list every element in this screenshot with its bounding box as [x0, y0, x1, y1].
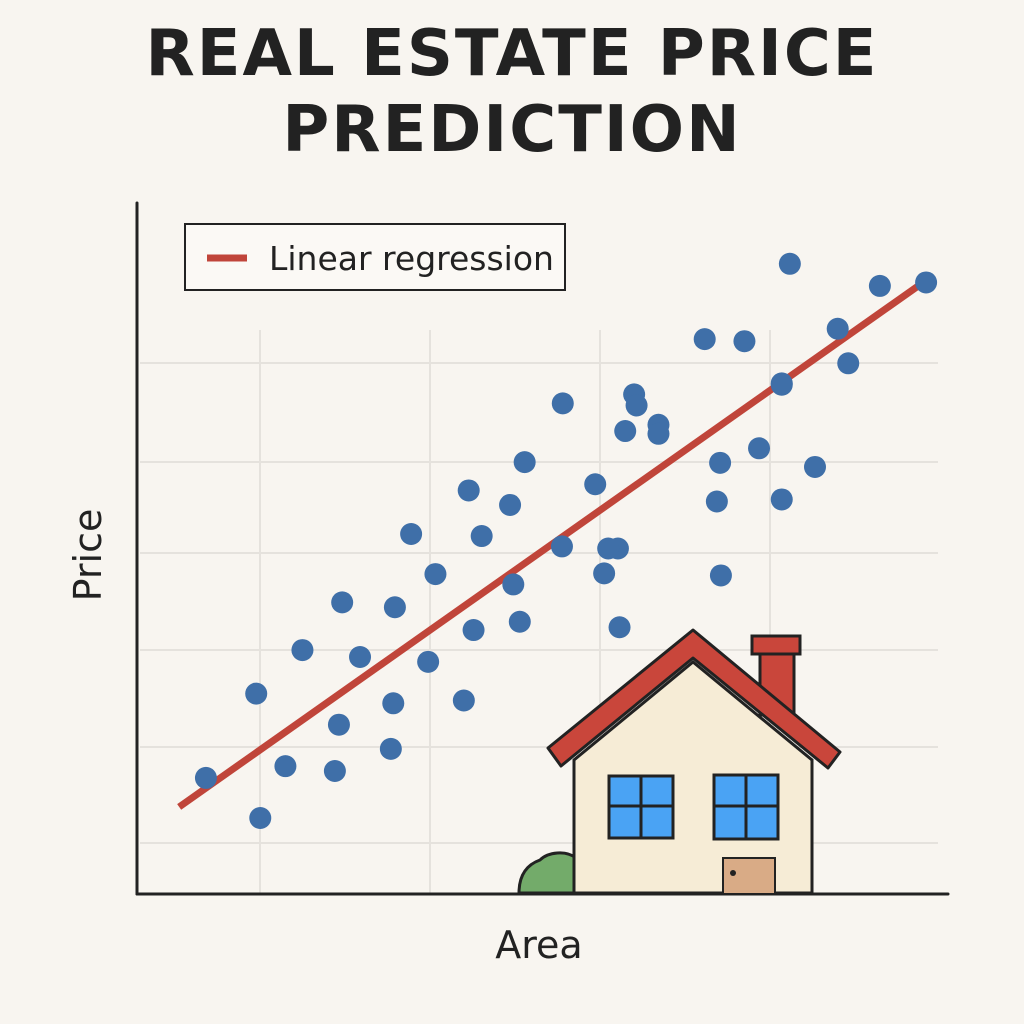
data-point-21	[502, 573, 525, 596]
data-point-34	[597, 537, 620, 560]
data-point-16	[452, 689, 475, 712]
data-point-19	[470, 525, 493, 548]
data-point-50	[770, 372, 793, 395]
data-point-8	[331, 591, 354, 614]
data-point-40	[770, 488, 793, 511]
data-point-28	[608, 616, 631, 639]
data-point-13	[400, 522, 423, 545]
data-point-6	[323, 760, 346, 783]
data-point-15	[424, 563, 447, 586]
data-point-4	[274, 755, 297, 778]
data-point-38	[733, 330, 756, 353]
data-point-43	[826, 317, 849, 340]
data-point-44	[837, 352, 860, 375]
data-point-24	[551, 392, 574, 415]
data-point-29	[614, 420, 637, 443]
data-point-49	[778, 252, 801, 275]
y-axis-label: Price	[66, 509, 110, 602]
data-point-22	[499, 493, 522, 516]
data-point-36	[709, 451, 732, 474]
data-point-27	[593, 562, 616, 585]
legend: Linear regression	[184, 223, 566, 291]
data-point-5	[291, 639, 314, 662]
data-point-37	[709, 564, 732, 587]
x-axis-label: Area	[495, 923, 582, 967]
house-roof	[546, 628, 842, 770]
data-point-17	[457, 479, 480, 502]
data-point-35	[705, 490, 728, 513]
data-point-1	[194, 766, 217, 789]
data-point-45	[868, 274, 891, 297]
data-point-7	[327, 713, 350, 736]
points-layer	[194, 252, 938, 829]
data-point-14	[417, 650, 440, 673]
data-point-42	[803, 455, 826, 478]
chart-title-line-2: PREDICTION	[282, 93, 742, 167]
data-point-11	[382, 692, 405, 715]
data-point-18	[462, 619, 485, 642]
data-point-2	[249, 806, 272, 829]
right-window	[712, 773, 780, 841]
data-point-48	[915, 271, 938, 294]
data-point-41	[748, 437, 771, 460]
data-point-10	[379, 737, 402, 760]
data-point-12	[383, 596, 406, 619]
data-point-3	[245, 682, 268, 705]
data-point-33	[625, 394, 648, 417]
data-point-25	[550, 535, 573, 558]
legend-label-linear-regression: Linear regression	[269, 239, 554, 278]
data-point-23	[513, 451, 536, 474]
data-point-46	[693, 328, 716, 351]
door	[722, 857, 776, 895]
data-point-26	[584, 473, 607, 496]
chart-title-line-1: REAL ESTATE PRICE	[145, 17, 879, 91]
legend-box	[184, 223, 566, 291]
chimney-cap	[750, 634, 802, 656]
house-illustration	[517, 628, 842, 895]
data-point-9	[349, 645, 372, 668]
data-point-20	[508, 610, 531, 633]
left-window	[607, 774, 675, 840]
data-point-47	[647, 422, 670, 445]
door-knob	[730, 870, 736, 876]
